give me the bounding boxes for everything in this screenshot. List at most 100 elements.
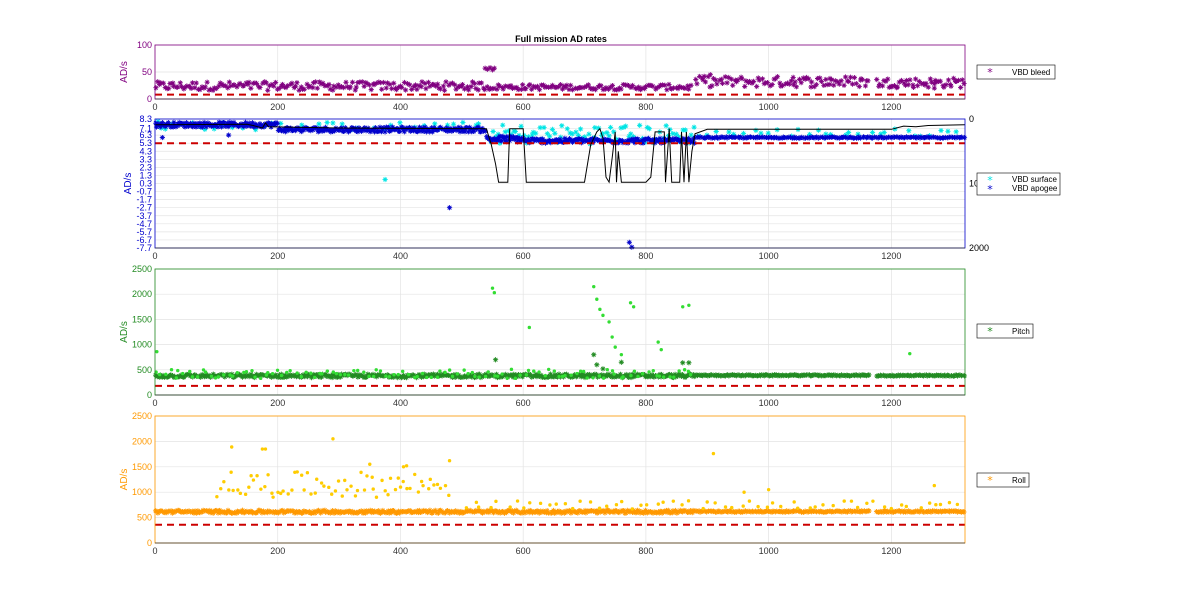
pitch-pitch-outliers-point bbox=[524, 373, 529, 377]
bleed-vbd-bleed-point bbox=[225, 85, 231, 91]
bleed-vbd-bleed-point bbox=[705, 74, 711, 80]
vbd-vbd-surface-point bbox=[607, 124, 614, 131]
bleed-vbd-bleed-point bbox=[896, 79, 902, 85]
pitch-pitch-point bbox=[578, 374, 584, 380]
vbd-vbd-apogee-point bbox=[301, 127, 307, 133]
roll-roll-outliers-point bbox=[309, 492, 313, 496]
pitch-pitch-point bbox=[308, 374, 315, 381]
bleed-vbd-bleed-point bbox=[487, 65, 493, 71]
vbd-vbd-apogee-point bbox=[856, 134, 862, 140]
bleed-vbd-bleed-point bbox=[459, 83, 465, 89]
pitch-pitch-outliers-point bbox=[362, 370, 366, 374]
vbd-vbd-apogee-point bbox=[246, 120, 252, 126]
pitch-pitch-point bbox=[538, 372, 544, 378]
vbd-vbd-apogee-point bbox=[566, 136, 573, 142]
roll-roll-outliers-point bbox=[570, 506, 575, 511]
vbd-vbd-apogee-point bbox=[831, 134, 837, 140]
roll-roll-outliers-point bbox=[938, 502, 943, 507]
bleed-vbd-bleed-point bbox=[806, 76, 812, 82]
bleed-vbd-bleed-point bbox=[263, 80, 269, 86]
roll-roll-point bbox=[623, 510, 629, 516]
roll-roll-outliers-point bbox=[766, 487, 771, 492]
roll-roll-point bbox=[551, 510, 557, 516]
pitch-pitch-point bbox=[465, 374, 471, 380]
pitch-y-tick-label: 2000 bbox=[132, 289, 152, 299]
roll-roll-point bbox=[294, 510, 300, 516]
roll-roll-point bbox=[322, 507, 328, 513]
pitch-pitch-point bbox=[948, 373, 955, 379]
roll-roll-point bbox=[792, 508, 798, 514]
roll-roll-point bbox=[381, 509, 387, 515]
vbd-vbd-apogee-point bbox=[959, 134, 965, 140]
bleed-vbd-bleed-point bbox=[788, 78, 794, 84]
pitch-pitch-outliers-point bbox=[209, 374, 214, 378]
vbd-vbd-apogee-point bbox=[203, 124, 209, 130]
vbd-vbd-apogee-point bbox=[193, 124, 199, 130]
pitch-x-tick-label: 400 bbox=[393, 398, 408, 408]
roll-legend: * Roll bbox=[976, 472, 1030, 488]
vbd-vbd-apogee-point bbox=[541, 138, 547, 144]
pitch-pitch-point bbox=[421, 371, 427, 377]
bleed-vbd-bleed-point bbox=[331, 83, 337, 89]
roll-roll-point bbox=[262, 510, 268, 516]
bleed-vbd-bleed-point bbox=[178, 84, 184, 90]
roll-roll-outliers-point bbox=[538, 501, 543, 506]
vbd-vbd-apogee-point bbox=[180, 120, 186, 127]
vbd-vbd-surface-point bbox=[324, 119, 330, 126]
bleed-vbd-bleed-point bbox=[296, 87, 302, 93]
roll-roll-outliers-point bbox=[421, 483, 425, 488]
bleed-vbd-bleed-point bbox=[432, 83, 439, 89]
roll-roll-point bbox=[432, 507, 438, 514]
pitch-pitch-point bbox=[591, 352, 597, 358]
pitch-pitch-point bbox=[527, 372, 534, 378]
vbd-x-tick-label: 800 bbox=[638, 251, 653, 261]
legend-apogee-label: VBD apogee bbox=[1012, 184, 1058, 193]
vbd-vbd-surface-point bbox=[253, 127, 259, 133]
bleed-vbd-bleed-point bbox=[347, 84, 353, 90]
vbd-y-tick-label: -1.7 bbox=[136, 195, 152, 205]
roll-roll-outliers-point bbox=[260, 447, 265, 451]
vbd-vbd-apogee-point bbox=[706, 134, 712, 140]
pitch-pitch-point bbox=[356, 372, 362, 378]
vbd-vbd-apogee-point bbox=[797, 135, 803, 141]
roll-roll-point bbox=[376, 508, 382, 514]
vbd-vbd-surface-point bbox=[845, 129, 852, 136]
bleed-vbd-bleed-point bbox=[531, 83, 537, 89]
vbd-vbd-apogee-point bbox=[185, 123, 192, 129]
pitch-pitch-outliers-point bbox=[275, 368, 280, 372]
bleed-vbd-bleed-point bbox=[786, 81, 792, 87]
vbd-vbd-apogee-point bbox=[176, 119, 182, 126]
vbd-vbd-apogee-point bbox=[190, 124, 196, 130]
vbd-vbd-apogee-point bbox=[261, 124, 267, 130]
vbd-vbd-apogee-point bbox=[226, 132, 232, 138]
bleed-vbd-bleed-point bbox=[790, 74, 796, 80]
bleed-vbd-bleed-point bbox=[824, 82, 830, 88]
roll-roll-point bbox=[523, 509, 529, 515]
roll-roll-point bbox=[658, 508, 664, 515]
pitch-pitch-point bbox=[198, 374, 204, 380]
roll-roll-outliers-point bbox=[639, 503, 643, 507]
pitch-pitch-outliers-point bbox=[157, 372, 162, 377]
pitch-pitch-point bbox=[418, 374, 425, 380]
bleed-vbd-bleed-point bbox=[427, 83, 433, 89]
pitch-x-tick-label: 1200 bbox=[881, 398, 901, 408]
pitch-pitch-point bbox=[673, 374, 679, 380]
bleed-vbd-bleed-point bbox=[422, 80, 428, 87]
pitch-pitch-point bbox=[727, 372, 733, 378]
pitch-pitch-outliers-point bbox=[668, 375, 672, 379]
pitch-pitch-point bbox=[403, 374, 410, 381]
vbd-vbd-apogee-point bbox=[159, 120, 165, 126]
vbd-vbd-apogee-point bbox=[282, 129, 288, 135]
pitch-pitch-outliers-point bbox=[672, 375, 676, 379]
vbd-vbd-surface-point bbox=[475, 121, 482, 127]
bleed-vbd-bleed-point bbox=[464, 84, 471, 90]
vbd-legend: * VBD surface * VBD apogee bbox=[976, 172, 1061, 196]
roll-roll-point bbox=[687, 507, 693, 514]
vbd-vbd-apogee-point bbox=[365, 127, 371, 133]
pitch-pitch-point bbox=[606, 371, 612, 377]
roll-roll-outliers-point bbox=[340, 494, 344, 498]
bleed-vbd-bleed-point bbox=[592, 87, 599, 93]
bleed-vbd-bleed-point bbox=[469, 79, 476, 85]
vbd-vbd-apogee-point bbox=[295, 125, 301, 131]
pitch-pitch-outliers-point bbox=[477, 375, 481, 379]
